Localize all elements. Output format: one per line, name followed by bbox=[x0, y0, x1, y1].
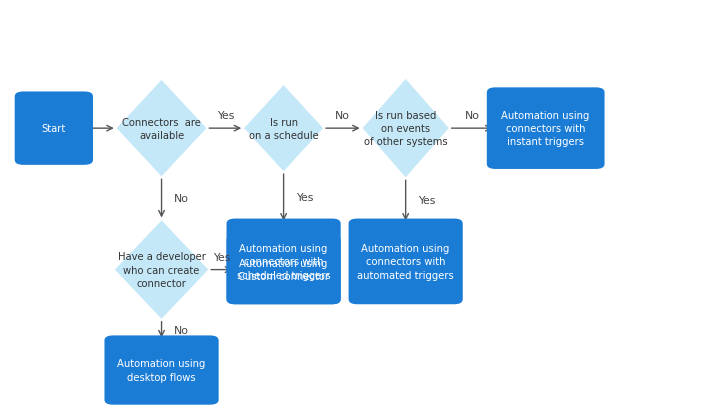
Text: Connectors  are
available: Connectors are available bbox=[122, 117, 201, 140]
Text: Yes: Yes bbox=[419, 196, 436, 206]
Text: Yes: Yes bbox=[217, 111, 234, 121]
Text: No: No bbox=[465, 111, 480, 121]
Text: No: No bbox=[174, 325, 189, 335]
Text: Have a developer
who can create
connector: Have a developer who can create connecto… bbox=[118, 252, 205, 288]
Text: Automation using
desktop flows: Automation using desktop flows bbox=[117, 359, 206, 382]
Text: Automation using
connectors with
instant triggers: Automation using connectors with instant… bbox=[501, 111, 590, 147]
Text: Yes: Yes bbox=[297, 193, 314, 203]
Text: No: No bbox=[335, 111, 350, 121]
Text: Automation using
connectors with
scheduled triggers: Automation using connectors with schedul… bbox=[237, 244, 330, 280]
Text: Yes: Yes bbox=[213, 253, 230, 263]
FancyBboxPatch shape bbox=[227, 219, 341, 304]
Text: Automation using
Custom connector: Automation using Custom connector bbox=[238, 258, 329, 281]
FancyBboxPatch shape bbox=[227, 236, 341, 304]
FancyBboxPatch shape bbox=[487, 88, 605, 169]
Polygon shape bbox=[244, 86, 323, 172]
FancyBboxPatch shape bbox=[348, 219, 462, 304]
Text: Automation using
connectors with
automated triggers: Automation using connectors with automat… bbox=[358, 244, 454, 280]
Text: No: No bbox=[174, 194, 189, 204]
FancyBboxPatch shape bbox=[14, 92, 93, 165]
Text: Is run based
on events
of other systems: Is run based on events of other systems bbox=[364, 111, 447, 147]
Text: Is run
on a schedule: Is run on a schedule bbox=[248, 117, 319, 140]
FancyBboxPatch shape bbox=[105, 335, 218, 405]
Polygon shape bbox=[116, 81, 207, 177]
Polygon shape bbox=[363, 80, 449, 178]
Polygon shape bbox=[115, 221, 208, 319]
Text: Start: Start bbox=[42, 124, 66, 134]
